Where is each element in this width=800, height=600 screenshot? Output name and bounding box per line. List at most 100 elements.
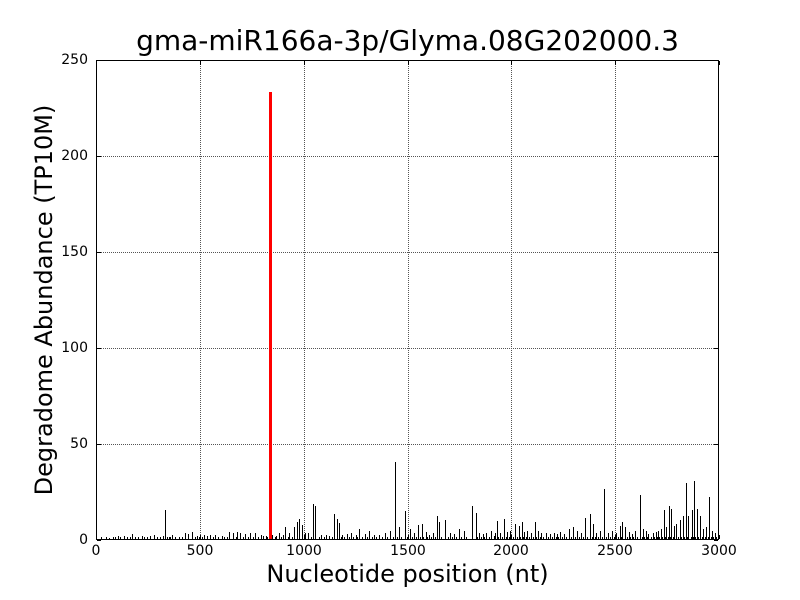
degradome-spike	[514, 524, 516, 539]
degradome-spike	[444, 520, 446, 539]
x-gridline	[200, 61, 201, 539]
baseline-noise-bar	[578, 537, 580, 539]
baseline-noise-bar	[181, 537, 183, 539]
y-tick-label: 200	[61, 148, 88, 164]
plot-area	[96, 60, 720, 541]
degradome-spike	[298, 519, 300, 539]
baseline-noise-bar	[247, 537, 249, 539]
degradome-spike	[458, 529, 460, 539]
degradome-spike	[149, 536, 151, 539]
degradome-spike	[699, 516, 701, 539]
degradome-spike	[260, 535, 262, 539]
degradome-spike	[549, 534, 551, 539]
baseline-noise-bar	[605, 537, 607, 539]
baseline-noise-bar	[597, 537, 599, 539]
degradome-spike	[645, 531, 647, 539]
baseline-noise-bar	[480, 537, 482, 539]
baseline-noise-bar	[686, 537, 688, 539]
degradome-spike	[282, 535, 284, 539]
degradome-spike	[663, 510, 665, 539]
baseline-noise-bar	[371, 537, 373, 539]
degradome-spike	[556, 534, 558, 539]
y-tick-mark	[97, 60, 101, 61]
y-tick-label: 0	[79, 532, 88, 548]
degradome-spike	[509, 531, 511, 539]
baseline-noise-bar	[257, 537, 259, 539]
baseline-noise-bar	[551, 537, 553, 539]
baseline-noise-bar	[646, 537, 648, 539]
y-tick-label: 50	[70, 436, 88, 452]
baseline-noise-bar	[557, 537, 559, 539]
baseline-noise-bar	[356, 537, 358, 539]
baseline-noise-bar	[242, 537, 244, 539]
degradome-spike	[413, 533, 415, 539]
degradome-spike	[341, 535, 343, 539]
baseline-noise-bar	[447, 537, 449, 539]
degradome-spike	[338, 523, 340, 539]
baseline-noise-bar	[146, 537, 148, 539]
degradome-spike	[314, 506, 316, 539]
baseline-noise-bar	[667, 537, 669, 539]
baseline-noise-bar	[582, 537, 584, 539]
y-tick-mark	[97, 252, 101, 253]
baseline-noise-bar	[497, 537, 499, 539]
baseline-noise-bar	[591, 537, 593, 539]
degradome-spike	[652, 533, 654, 539]
degradome-spike	[438, 522, 440, 539]
degradome-spike	[232, 533, 234, 539]
baseline-noise-bar	[694, 537, 696, 539]
baseline-noise-bar	[159, 537, 161, 539]
baseline-noise-bar	[476, 537, 478, 539]
degradome-spike	[559, 532, 561, 539]
degradome-spike	[714, 533, 716, 539]
degradome-spike	[503, 519, 505, 539]
degradome-spike	[490, 531, 492, 539]
degradome-spike	[696, 509, 698, 539]
degradome-spike	[404, 511, 406, 539]
x-tick-label: 3000	[701, 543, 737, 559]
x-tick-label: 1000	[286, 543, 322, 559]
y-tick-mark	[714, 348, 718, 349]
baseline-noise-bar	[574, 537, 576, 539]
degradome-spike	[389, 531, 391, 539]
baseline-noise-bar	[626, 537, 628, 539]
baseline-noise-bar	[434, 537, 436, 539]
baseline-noise-bar	[361, 537, 363, 539]
baseline-noise-bar	[262, 536, 264, 539]
y-tick-mark	[714, 156, 718, 157]
y-tick-mark	[714, 444, 718, 445]
degradome-spike	[244, 534, 246, 539]
degradome-spike	[333, 514, 335, 539]
baseline-noise-bar	[451, 537, 453, 539]
baseline-noise-bar	[137, 537, 139, 539]
degradome-spike	[708, 497, 710, 539]
degradome-spike	[647, 534, 649, 539]
degradome-spike	[117, 536, 119, 539]
baseline-noise-bar	[280, 537, 282, 539]
y-gridline	[97, 252, 718, 253]
degradome-spike	[576, 531, 578, 539]
degradome-spike	[304, 533, 306, 539]
degradome-spike	[206, 536, 208, 539]
degradome-spike	[563, 534, 565, 539]
baseline-noise-bar	[331, 537, 333, 539]
degradome-spike	[398, 527, 400, 539]
y-tick-label: 150	[61, 244, 88, 260]
degradome-spike	[668, 506, 670, 539]
degradome-spike	[275, 536, 277, 539]
baseline-noise-bar	[366, 537, 368, 539]
degradome-spike	[209, 535, 211, 539]
baseline-noise-bar	[680, 537, 682, 539]
degradome-spike	[249, 533, 251, 539]
degradome-spike	[628, 532, 630, 539]
x-gridline	[615, 61, 616, 539]
cleavage-site-spike	[268, 92, 272, 539]
degradome-spike	[584, 518, 586, 539]
x-tick-mark	[511, 535, 512, 539]
degradome-spike	[346, 534, 348, 539]
baseline-noise-bar	[620, 537, 622, 539]
baseline-noise-bar	[266, 537, 268, 539]
degradome-spike	[711, 531, 713, 539]
x-tick-label: 1500	[390, 543, 426, 559]
